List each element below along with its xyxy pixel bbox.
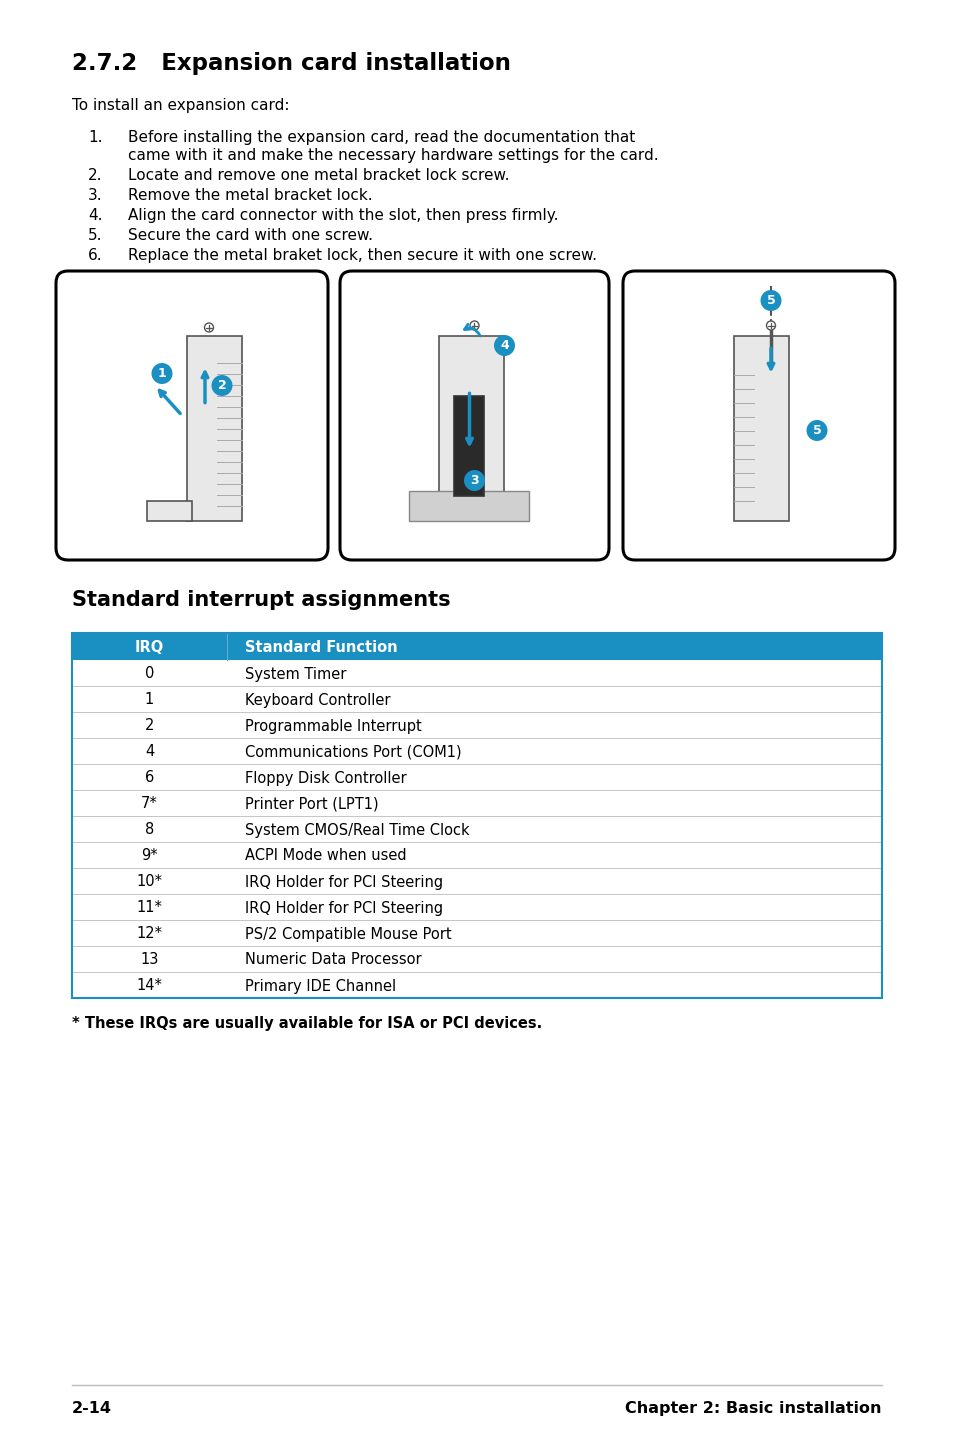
Bar	[71, 712, 882, 738]
Text: 10*: 10*	[136, 874, 162, 890]
Circle shape	[765, 321, 775, 329]
Text: 2.7.2   Expansion card installation: 2.7.2 Expansion card installation	[71, 52, 511, 75]
Circle shape	[805, 420, 826, 441]
Text: 2-14: 2-14	[71, 1401, 112, 1416]
Circle shape	[212, 375, 233, 395]
Circle shape	[760, 290, 781, 311]
Text: * These IRQs are usually available for ISA or PCI devices.: * These IRQs are usually available for I…	[71, 1017, 541, 1031]
Text: Programmable Interrupt: Programmable Interrupt	[245, 719, 421, 733]
Text: Communications Port (COM1): Communications Port (COM1)	[245, 745, 461, 759]
Circle shape	[470, 321, 478, 329]
Circle shape	[152, 362, 172, 384]
Text: PS/2 Compatible Mouse Port: PS/2 Compatible Mouse Port	[245, 926, 451, 942]
Text: 5.: 5.	[88, 229, 102, 243]
Bar	[71, 633, 882, 660]
Text: 6: 6	[145, 771, 154, 785]
Text: IRQ: IRQ	[134, 640, 164, 654]
Text: 13: 13	[140, 952, 158, 968]
Text: Locate and remove one metal bracket lock screw.: Locate and remove one metal bracket lock…	[128, 168, 509, 183]
Circle shape	[204, 324, 213, 332]
Text: 3: 3	[470, 475, 478, 487]
Text: 4: 4	[499, 339, 508, 352]
Bar	[71, 894, 882, 920]
Text: 8: 8	[145, 823, 154, 837]
Text: 5: 5	[766, 293, 775, 306]
FancyBboxPatch shape	[339, 270, 608, 559]
Bar	[733, 335, 788, 521]
Circle shape	[463, 470, 484, 490]
Text: Align the card connector with the slot, then press firmly.: Align the card connector with the slot, …	[128, 209, 558, 223]
Bar	[187, 335, 242, 521]
Bar	[71, 972, 882, 998]
Text: Standard Function: Standard Function	[245, 640, 397, 654]
Text: 3.: 3.	[88, 188, 103, 203]
Text: Before installing the expansion card, read the documentation that: Before installing the expansion card, re…	[128, 129, 635, 145]
Text: came with it and make the necessary hardware settings for the card.: came with it and make the necessary hard…	[128, 148, 658, 162]
Text: 14*: 14*	[136, 978, 162, 994]
Bar	[71, 738, 882, 764]
Text: Numeric Data Processor: Numeric Data Processor	[245, 952, 421, 968]
Text: 7*: 7*	[141, 797, 157, 811]
Text: System CMOS/Real Time Clock: System CMOS/Real Time Clock	[245, 823, 469, 837]
Bar	[71, 764, 882, 789]
Text: ACPI Mode when used: ACPI Mode when used	[245, 848, 406, 863]
Text: Keyboard Controller: Keyboard Controller	[245, 693, 390, 707]
Text: Remove the metal bracket lock.: Remove the metal bracket lock.	[128, 188, 373, 203]
Text: 2: 2	[217, 380, 226, 393]
Text: Secure the card with one screw.: Secure the card with one screw.	[128, 229, 373, 243]
Text: 9*: 9*	[141, 848, 157, 863]
Text: 2: 2	[145, 719, 154, 733]
Bar	[71, 946, 882, 972]
Text: To install an expansion card:: To install an expansion card:	[71, 98, 289, 114]
Text: 12*: 12*	[136, 926, 162, 942]
Bar	[71, 920, 882, 946]
Text: 1: 1	[157, 367, 166, 380]
Bar	[71, 843, 882, 869]
Text: 1: 1	[145, 693, 154, 707]
Bar	[454, 395, 484, 496]
Bar	[71, 815, 882, 843]
Text: 4: 4	[145, 745, 154, 759]
Text: System Timer: System Timer	[245, 666, 346, 682]
Text: Primary IDE Channel: Primary IDE Channel	[245, 978, 395, 994]
Text: 2.: 2.	[88, 168, 102, 183]
Bar	[409, 490, 529, 521]
Text: 0: 0	[145, 666, 154, 682]
Text: 1.: 1.	[88, 129, 102, 145]
Text: Floppy Disk Controller: Floppy Disk Controller	[245, 771, 406, 785]
Bar	[71, 686, 882, 712]
Bar	[439, 335, 504, 521]
Text: Chapter 2: Basic installation: Chapter 2: Basic installation	[625, 1401, 882, 1416]
Bar	[71, 869, 882, 894]
Text: Standard interrupt assignments: Standard interrupt assignments	[71, 590, 450, 610]
Circle shape	[494, 335, 515, 357]
Text: 4.: 4.	[88, 209, 102, 223]
FancyBboxPatch shape	[56, 270, 328, 559]
Bar	[147, 500, 192, 521]
Text: IRQ Holder for PCI Steering: IRQ Holder for PCI Steering	[245, 874, 442, 890]
Text: Printer Port (LPT1): Printer Port (LPT1)	[245, 797, 378, 811]
Text: 11*: 11*	[136, 900, 162, 916]
Bar	[71, 789, 882, 815]
Bar	[71, 660, 882, 686]
Text: 5: 5	[812, 424, 821, 437]
Bar	[71, 633, 882, 998]
Text: 6.: 6.	[88, 247, 103, 263]
FancyBboxPatch shape	[622, 270, 894, 559]
Text: IRQ Holder for PCI Steering: IRQ Holder for PCI Steering	[245, 900, 442, 916]
Text: Replace the metal braket lock, then secure it with one screw.: Replace the metal braket lock, then secu…	[128, 247, 597, 263]
